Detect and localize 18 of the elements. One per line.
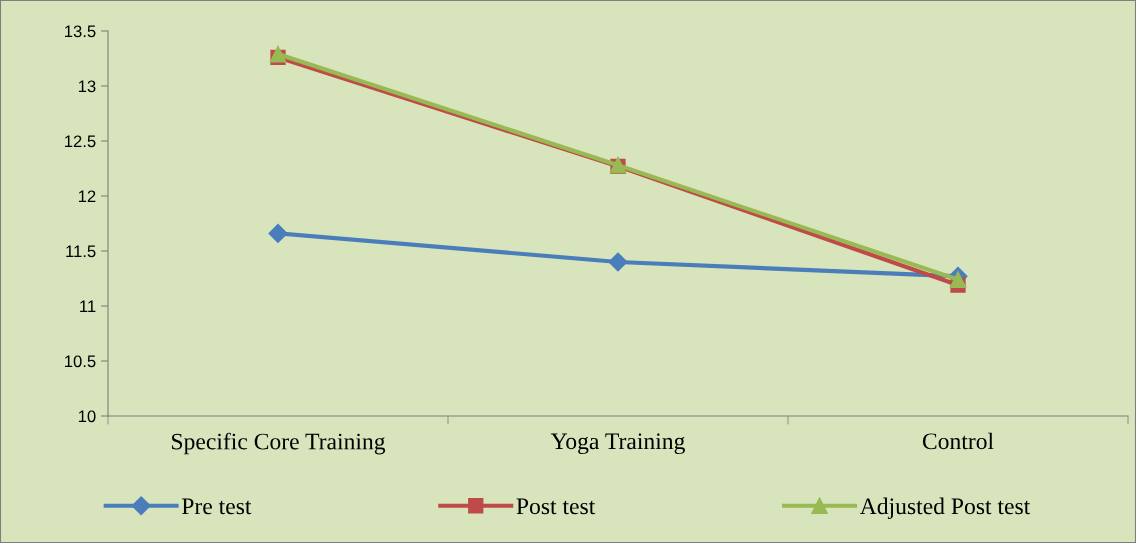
point bbox=[949, 271, 967, 288]
y-tick-label: 12 bbox=[78, 190, 96, 203]
legend-label: Pre test bbox=[181, 498, 252, 515]
y-tick-label: 13 bbox=[78, 80, 96, 93]
y-tick-label: 10.5 bbox=[65, 355, 96, 368]
legend-label: Post test bbox=[516, 498, 596, 515]
x-tick-label: Control bbox=[922, 432, 994, 450]
point bbox=[269, 45, 287, 63]
legend-label: Adjusted Post test bbox=[859, 497, 1031, 520]
y-tick-label: 11.5 bbox=[66, 245, 96, 258]
point bbox=[268, 223, 288, 243]
y-tick-label: 12.5 bbox=[65, 135, 96, 148]
x-tick-label: Specific Core Training bbox=[172, 432, 386, 455]
y-tick-label: 10 bbox=[78, 410, 96, 423]
y-tick-label: 11 bbox=[80, 300, 96, 313]
point bbox=[608, 252, 628, 272]
y-tick-label: 13.5 bbox=[65, 25, 96, 38]
x-tick-label: Yoga Training bbox=[550, 433, 685, 455]
